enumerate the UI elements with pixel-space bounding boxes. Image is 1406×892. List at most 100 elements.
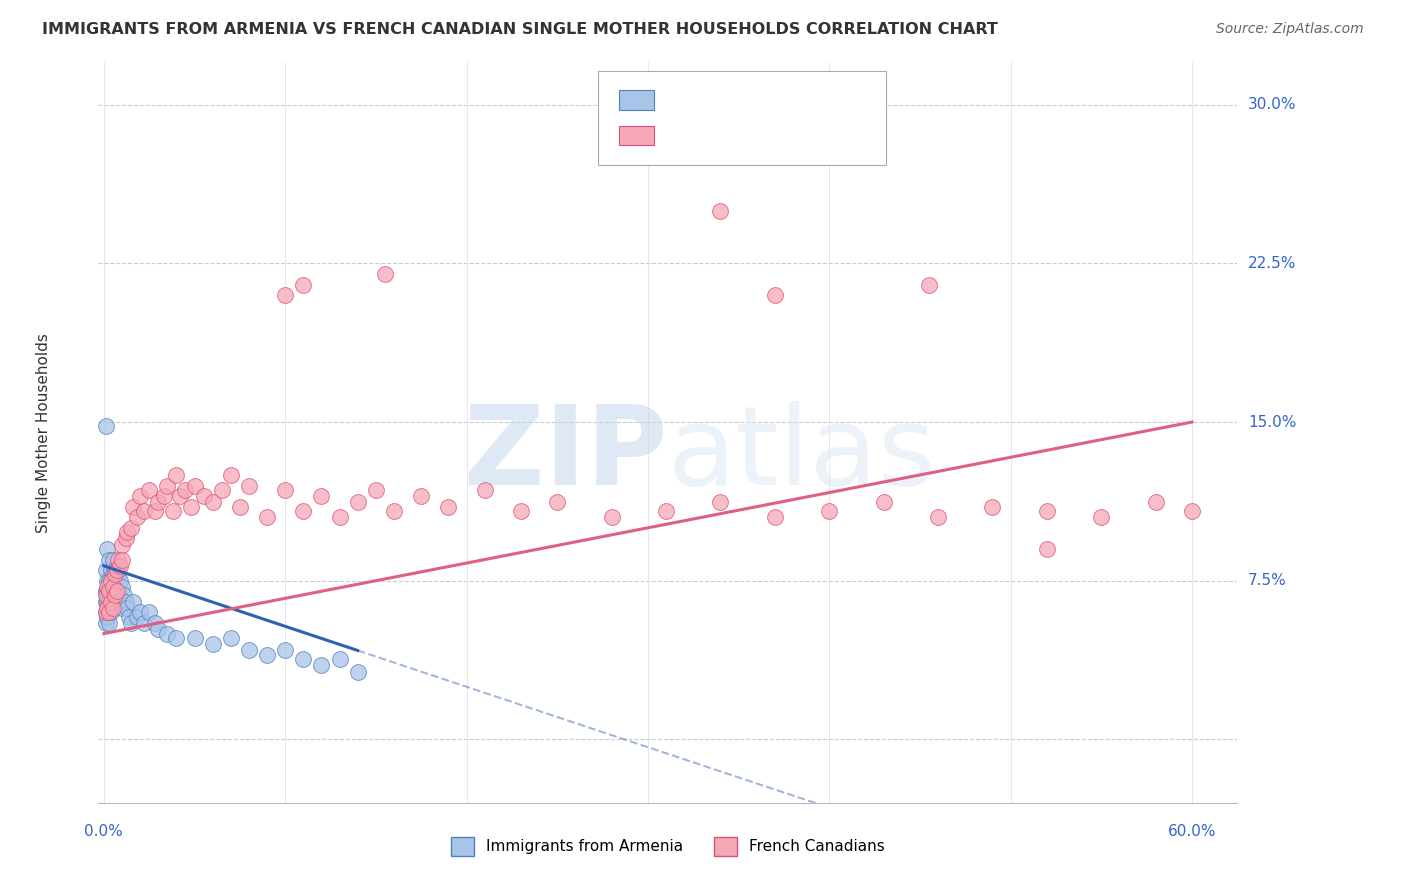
Point	[111, 538, 134, 552]
Point	[132, 504, 155, 518]
Point	[382, 504, 405, 518]
Point	[709, 495, 731, 509]
Point	[112, 589, 135, 603]
Point	[94, 606, 117, 620]
Point	[117, 524, 139, 539]
Point	[98, 584, 121, 599]
Text: -0.241: -0.241	[692, 93, 747, 107]
Point	[101, 580, 124, 594]
Point	[94, 584, 117, 599]
Point	[125, 510, 148, 524]
Point	[174, 483, 197, 497]
Point	[122, 500, 145, 514]
Point	[374, 267, 396, 281]
Point	[183, 631, 205, 645]
Point	[129, 606, 152, 620]
Point	[100, 589, 122, 603]
Point	[96, 574, 118, 588]
Point	[138, 606, 160, 620]
Point	[104, 563, 127, 577]
Point	[120, 521, 142, 535]
Point	[292, 277, 315, 292]
Point	[94, 563, 117, 577]
Point	[98, 584, 121, 599]
Point	[122, 595, 145, 609]
Point	[94, 595, 117, 609]
Point	[600, 119, 623, 133]
Point	[143, 615, 166, 630]
Point	[709, 203, 731, 218]
Point	[201, 637, 224, 651]
Point	[193, 489, 215, 503]
Point	[108, 558, 131, 573]
Point	[981, 500, 1004, 514]
Point	[872, 495, 894, 509]
Point	[101, 567, 124, 582]
Text: 7.5%: 7.5%	[1249, 574, 1286, 588]
Point	[329, 510, 352, 524]
Point	[152, 489, 174, 503]
Point	[165, 467, 187, 482]
Point	[219, 631, 242, 645]
Point	[238, 643, 260, 657]
Point	[1181, 504, 1204, 518]
Point	[96, 601, 118, 615]
Point	[256, 648, 278, 662]
Point	[108, 595, 131, 609]
Legend: Immigrants from Armenia, French Canadians: Immigrants from Armenia, French Canadian…	[444, 831, 891, 862]
Point	[111, 580, 134, 594]
Text: N =: N =	[755, 128, 789, 143]
Point	[96, 595, 118, 609]
Point	[94, 589, 117, 603]
Point	[437, 500, 460, 514]
Text: N =: N =	[755, 93, 789, 107]
Point	[98, 606, 121, 620]
Point	[98, 615, 121, 630]
Point	[818, 504, 841, 518]
Point	[156, 626, 179, 640]
Point	[211, 483, 233, 497]
Point	[98, 595, 121, 609]
Point	[98, 552, 121, 566]
Point	[655, 504, 678, 518]
Point	[101, 584, 124, 599]
Point	[107, 567, 129, 582]
Point	[256, 510, 278, 524]
Point	[329, 652, 352, 666]
Point	[274, 483, 297, 497]
Point	[219, 467, 242, 482]
Point	[474, 483, 496, 497]
Point	[763, 510, 786, 524]
Point	[104, 595, 127, 609]
Point	[183, 478, 205, 492]
Point	[165, 631, 187, 645]
Point	[104, 589, 127, 603]
Text: Single Mother Households: Single Mother Households	[37, 333, 51, 533]
Point	[274, 288, 297, 302]
Point	[108, 574, 131, 588]
Point	[169, 489, 191, 503]
Point	[546, 495, 568, 509]
Point	[96, 541, 118, 556]
Text: 30.0%: 30.0%	[1249, 97, 1296, 112]
Point	[201, 495, 224, 509]
Point	[100, 574, 122, 588]
Point	[292, 504, 315, 518]
Point	[180, 500, 202, 514]
Text: Source: ZipAtlas.com: Source: ZipAtlas.com	[1216, 22, 1364, 37]
Text: 22.5%: 22.5%	[1249, 256, 1296, 271]
Point	[238, 478, 260, 492]
Text: 59: 59	[785, 93, 806, 107]
Point	[346, 665, 368, 679]
Point	[96, 584, 118, 599]
Point	[98, 574, 121, 588]
Point	[105, 584, 128, 599]
Point	[156, 478, 179, 492]
Point	[311, 489, 333, 503]
Point	[100, 563, 122, 577]
Point	[104, 574, 127, 588]
Point	[105, 595, 128, 609]
Point	[120, 615, 142, 630]
Point	[411, 489, 433, 503]
Point	[94, 419, 117, 434]
